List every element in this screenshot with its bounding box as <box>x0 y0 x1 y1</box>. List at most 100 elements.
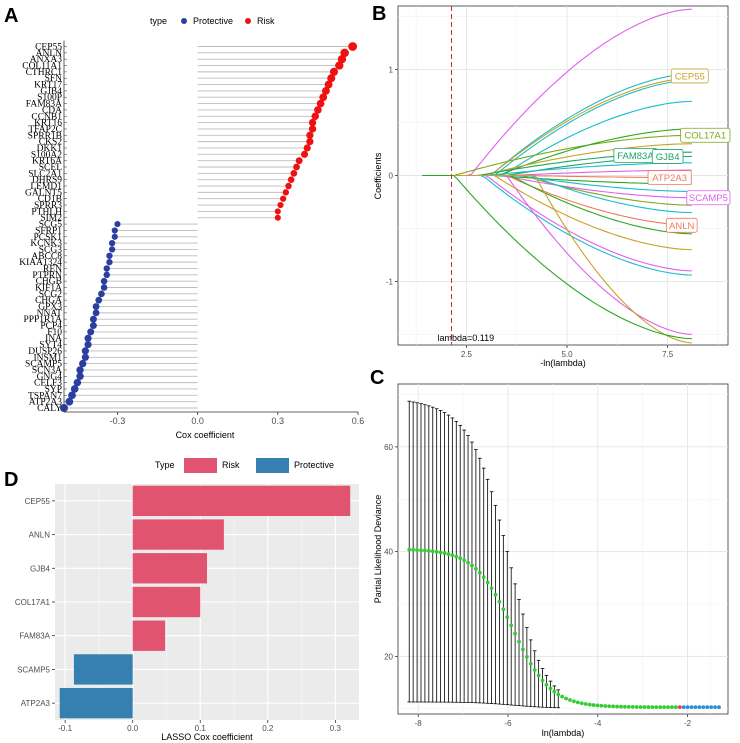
lollipop-point <box>68 391 76 400</box>
deviance-point <box>528 661 533 666</box>
axis-d-xlabel: LASSO Cox coefficient <box>161 732 253 742</box>
legend-d-protective-label: Protective <box>294 460 334 470</box>
deviance-point <box>419 548 423 553</box>
gene-label: CELF3 <box>34 379 62 389</box>
gene-label: LEMD1 <box>30 182 62 192</box>
deviance-point <box>599 703 604 708</box>
lollipop-point <box>329 67 339 76</box>
gene-label: REN <box>43 264 62 274</box>
deviance-point <box>607 704 612 709</box>
deviance-point <box>450 553 455 558</box>
gene-label: CDA <box>42 106 62 116</box>
lollipop-point <box>89 322 97 330</box>
axis-b-y-tick-label: 1 <box>389 66 394 75</box>
coefficient-path <box>422 174 692 344</box>
gene-label: INA <box>45 334 62 344</box>
axis-d-x-tick-label: 0.1 <box>195 724 207 733</box>
lasso-bar <box>132 586 201 618</box>
gene-label: PPP1R1A <box>23 315 62 325</box>
deviance-point <box>670 705 674 710</box>
lollipop-point <box>84 340 92 349</box>
axis-d-category-label: SCAMP5 <box>17 665 50 674</box>
axis-a-x-tick-label: 0.6 <box>352 416 365 426</box>
deviance-point <box>673 705 678 710</box>
gene-label: SYP <box>45 385 62 395</box>
deviance-point <box>611 704 616 709</box>
lollipop-point <box>340 48 349 58</box>
gene-label: PTPRN <box>32 271 62 281</box>
lollipop-point <box>306 131 314 139</box>
panel-label-b: B <box>372 3 386 25</box>
axis-a-x-tick-label: 0.0 <box>191 416 204 426</box>
deviance-point <box>454 554 459 559</box>
axis-d-category-label: FAM83A <box>19 632 50 641</box>
legend-d-protective-swatch <box>256 458 289 473</box>
axis-d-category-label: ANLN <box>29 531 51 540</box>
legend-a-risk-marker <box>245 18 251 24</box>
deviance-point <box>654 705 659 710</box>
lollipop-point <box>84 334 92 342</box>
gene-label: GPX3 <box>38 303 62 313</box>
gene-label: GALNT5 <box>25 188 62 198</box>
axis-d-x-tick-label: 0.3 <box>330 724 342 733</box>
gene-label: SLC2A1 <box>28 169 62 179</box>
deviance-point <box>685 705 690 710</box>
deviance-point <box>497 599 502 604</box>
gene-label: CD1B <box>38 195 62 205</box>
lollipop-point <box>70 385 79 393</box>
deviance-point <box>705 705 710 710</box>
lollipop-point <box>306 138 314 146</box>
path-label-box <box>680 127 731 143</box>
gene-label: GJB4 <box>40 87 62 97</box>
axis-c-y-tick-label: 40 <box>384 548 393 557</box>
gene-label: KCNK3 <box>30 239 62 249</box>
lollipop-point <box>114 221 121 228</box>
deviance-point <box>642 705 647 709</box>
deviance-point <box>505 615 510 620</box>
deviance-point <box>650 705 655 709</box>
legend-a-protective-label: Protective <box>193 16 233 26</box>
deviance-point <box>517 639 521 644</box>
panel-label-a: A <box>4 5 18 27</box>
deviance-point <box>532 668 537 672</box>
lollipop-point <box>290 170 298 177</box>
gene-label: SIM2 <box>40 214 62 224</box>
legend-a-risk-label: Risk <box>257 16 275 26</box>
gene-label: INSM1 <box>33 353 62 363</box>
path-label-box <box>665 217 698 233</box>
deviance-point <box>560 694 565 699</box>
lasso-bar <box>132 519 224 550</box>
lollipop-point <box>81 347 90 355</box>
path-label-box <box>647 170 692 186</box>
lollipop-point <box>103 271 111 279</box>
deviance-point <box>595 703 600 708</box>
deviance-point <box>473 566 478 571</box>
lollipop-point <box>65 397 74 406</box>
deviance-point <box>568 698 572 702</box>
gene-label: SFN <box>45 74 63 84</box>
axis-c-y-tick-label: 20 <box>384 652 393 661</box>
lollipop-point <box>274 208 281 215</box>
gene-label: SCN3A <box>32 366 62 376</box>
axis-a-xlabel: Cox coefficient <box>176 430 235 440</box>
gene-label: SCAMP5 <box>25 360 62 370</box>
lollipop-point <box>76 366 84 374</box>
axis-c-x-tick-label: -6 <box>504 719 512 728</box>
axis-c-x-tick-label: -8 <box>415 719 423 728</box>
gene-label: PCP4 <box>40 322 62 332</box>
deviance-point <box>583 702 588 706</box>
gene-label: SPRR1B <box>28 131 62 141</box>
axis-c-ylabel: Partial Likelihood Deviance <box>373 495 383 604</box>
lollipop-point <box>280 195 287 202</box>
lollipop-point <box>324 80 333 89</box>
deviance-point <box>681 705 686 710</box>
lollipop-point <box>348 42 358 51</box>
lollipop-point <box>316 99 325 108</box>
deviance-point <box>548 686 553 691</box>
gene-label: GNG4 <box>37 372 63 382</box>
panel-c-frame <box>397 383 729 715</box>
gene-label: SCEL <box>39 163 62 173</box>
deviance-point <box>513 631 518 636</box>
lollipop-point <box>327 74 336 83</box>
deviance-point <box>477 570 482 575</box>
